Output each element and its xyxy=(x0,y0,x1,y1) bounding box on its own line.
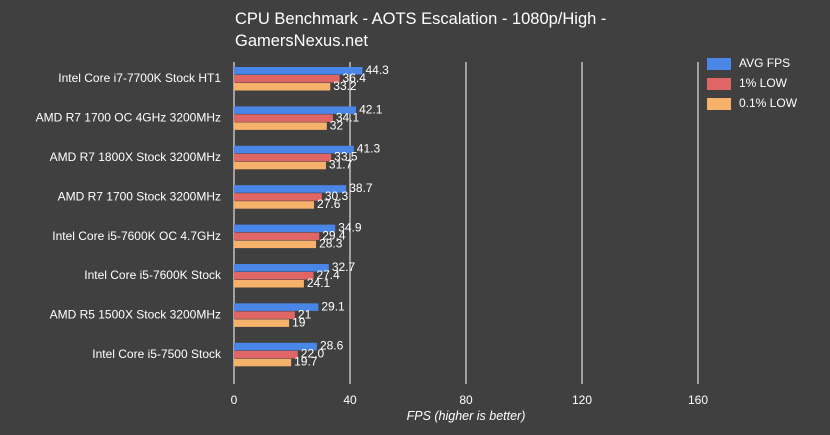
bar xyxy=(234,272,314,280)
data-label: 29.4 xyxy=(322,229,346,243)
category-label: Intel Core i5-7500 Stock xyxy=(92,347,222,361)
legend-label: 0.1% LOW xyxy=(739,96,798,110)
category-label: AMD R5 1500X Stock 3200MHz xyxy=(50,308,221,322)
bar xyxy=(234,201,315,209)
legend-label: AVG FPS xyxy=(739,56,790,70)
bar xyxy=(234,342,317,351)
bar xyxy=(234,350,298,359)
data-label: 30.3 xyxy=(325,189,349,203)
legend-swatch xyxy=(707,58,731,70)
bar xyxy=(234,145,354,154)
data-label: 28.6 xyxy=(320,339,344,353)
category-label: Intel Core i5-7600K Stock xyxy=(84,268,222,282)
bar xyxy=(234,232,320,241)
data-label: 19 xyxy=(292,315,306,329)
chart-title-line-1: CPU Benchmark - AOTS Escalation - 1080p/… xyxy=(235,10,606,28)
data-label: 28.3 xyxy=(319,237,343,251)
bar xyxy=(234,122,327,130)
data-label: 27.4 xyxy=(316,268,340,282)
data-label: 19.7 xyxy=(294,355,318,369)
x-tick-label: 40 xyxy=(343,393,357,407)
bar xyxy=(234,83,331,91)
bar xyxy=(234,75,340,83)
data-label: 24.1 xyxy=(307,276,331,290)
data-label: 33.5 xyxy=(334,150,358,164)
chart-title-line-2: GamersNexus.net xyxy=(235,32,368,50)
data-label: 32.7 xyxy=(332,260,356,274)
data-label: 41.3 xyxy=(357,142,381,156)
category-label: Intel Core i5-7600K OC 4.7GHz xyxy=(52,229,221,243)
data-label: 32 xyxy=(330,118,344,132)
legend-label: 1% LOW xyxy=(739,76,788,90)
bar xyxy=(234,153,332,162)
bar xyxy=(234,240,317,249)
legend-swatch xyxy=(707,78,731,90)
bar xyxy=(234,224,336,233)
bar xyxy=(234,67,363,75)
x-axis-label: FPS (higher is better) xyxy=(407,409,526,423)
bar xyxy=(234,358,292,367)
x-tick-label: 80 xyxy=(459,393,473,407)
category-label: AMD R7 1700 OC 4GHz 3200MHz xyxy=(36,111,221,125)
data-label: 27.6 xyxy=(317,197,341,211)
data-label: 36.4 xyxy=(343,71,367,85)
data-label: 34.1 xyxy=(336,110,360,124)
bar xyxy=(234,311,295,319)
data-label: 22.0 xyxy=(301,347,325,361)
bar xyxy=(234,193,322,201)
data-label: 38.7 xyxy=(349,181,373,195)
legend: AVG FPS 1% LOW 0.1% LOW xyxy=(707,56,798,110)
bar xyxy=(234,185,347,193)
bar xyxy=(234,106,357,114)
data-label: 21 xyxy=(298,307,312,321)
gridlines xyxy=(233,62,699,384)
category-label: AMD R7 1800X Stock 3200MHz xyxy=(50,150,221,164)
bar xyxy=(234,264,329,272)
data-label: 33.2 xyxy=(333,79,357,93)
category-label: Intel Core i7-7700K Stock HT1 xyxy=(58,71,221,85)
x-tick-label: 120 xyxy=(572,393,592,407)
data-label: 42.1 xyxy=(359,102,383,116)
bar xyxy=(234,280,304,288)
data-label: 44.3 xyxy=(365,63,389,77)
data-label: 31.7 xyxy=(329,158,353,172)
x-tick-label: 0 xyxy=(231,393,238,407)
legend-swatch xyxy=(707,98,731,110)
bar xyxy=(234,114,333,122)
bars xyxy=(234,67,363,367)
bar xyxy=(234,303,319,311)
value-labels: 44.336.433.242.134.132 41.333.531.7 38.730… xyxy=(292,63,389,369)
data-label: 29.1 xyxy=(321,299,345,313)
x-tick-label: 160 xyxy=(688,393,708,407)
data-label: 34.9 xyxy=(338,221,362,235)
x-axis-ticks: 0 40 80 120 160 xyxy=(231,393,709,407)
category-labels: Intel Core i7-7700K Stock HT1 AMD R7 1700… xyxy=(36,71,222,361)
bar xyxy=(234,161,326,170)
category-label: AMD R7 1700 Stock 3200MHz xyxy=(58,189,221,203)
bar xyxy=(234,319,290,327)
